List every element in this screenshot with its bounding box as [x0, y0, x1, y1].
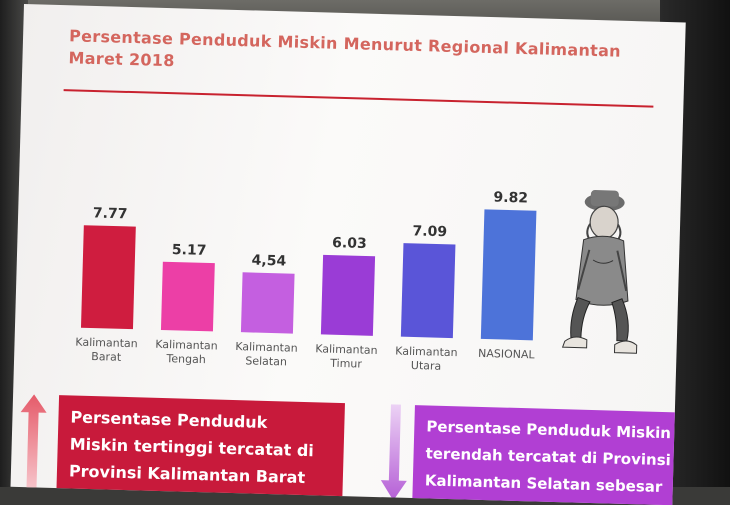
- bar-value-label-2: 4,54: [251, 253, 286, 270]
- sad-man-with-hat-illustration: [561, 190, 638, 354]
- category-label-3-0: Kalimantan: [315, 342, 378, 357]
- presentation-slide: Persentase Penduduk Miskin Menurut Regio…: [10, 4, 686, 505]
- down-arrow-icon: [380, 404, 407, 501]
- lowest-poverty-callout: Persentase Penduduk Miskin terendah terc…: [412, 405, 677, 505]
- category-label-0-1: Barat: [91, 350, 122, 364]
- bar-5: [480, 209, 537, 341]
- bar-3: [320, 254, 376, 336]
- category-label-1-1: Tengah: [165, 352, 206, 366]
- category-label-5-0: NASIONAL: [478, 347, 536, 362]
- bar-value-label-4: 7.09: [412, 223, 447, 240]
- bar-chart: 7.77KalimantanBarat5.17KalimantanTengah4…: [75, 190, 537, 373]
- category-label-3-1: Timur: [329, 357, 362, 371]
- bar-4: [400, 243, 456, 339]
- category-label-4-1: Utara: [411, 359, 442, 373]
- bar-0: [80, 225, 136, 330]
- lowest-callout-line-3: Kalimantan Selatan sebesar: [424, 471, 663, 497]
- bar-value-label-5: 9.82: [493, 190, 528, 207]
- bar-value-label-1: 5.17: [172, 242, 207, 259]
- bar-1: [160, 261, 215, 332]
- bar-2: [240, 272, 295, 334]
- category-label-2-1: Selatan: [245, 354, 287, 368]
- category-label-0-0: Kalimantan: [75, 336, 138, 351]
- bar-value-label-3: 6.03: [332, 235, 367, 252]
- bar-value-label-0: 7.77: [93, 205, 128, 222]
- category-label-1-0: Kalimantan: [155, 338, 218, 353]
- category-label-4-0: Kalimantan: [395, 345, 458, 360]
- category-label-2-0: Kalimantan: [235, 340, 298, 355]
- up-arrow-icon: [20, 394, 47, 491]
